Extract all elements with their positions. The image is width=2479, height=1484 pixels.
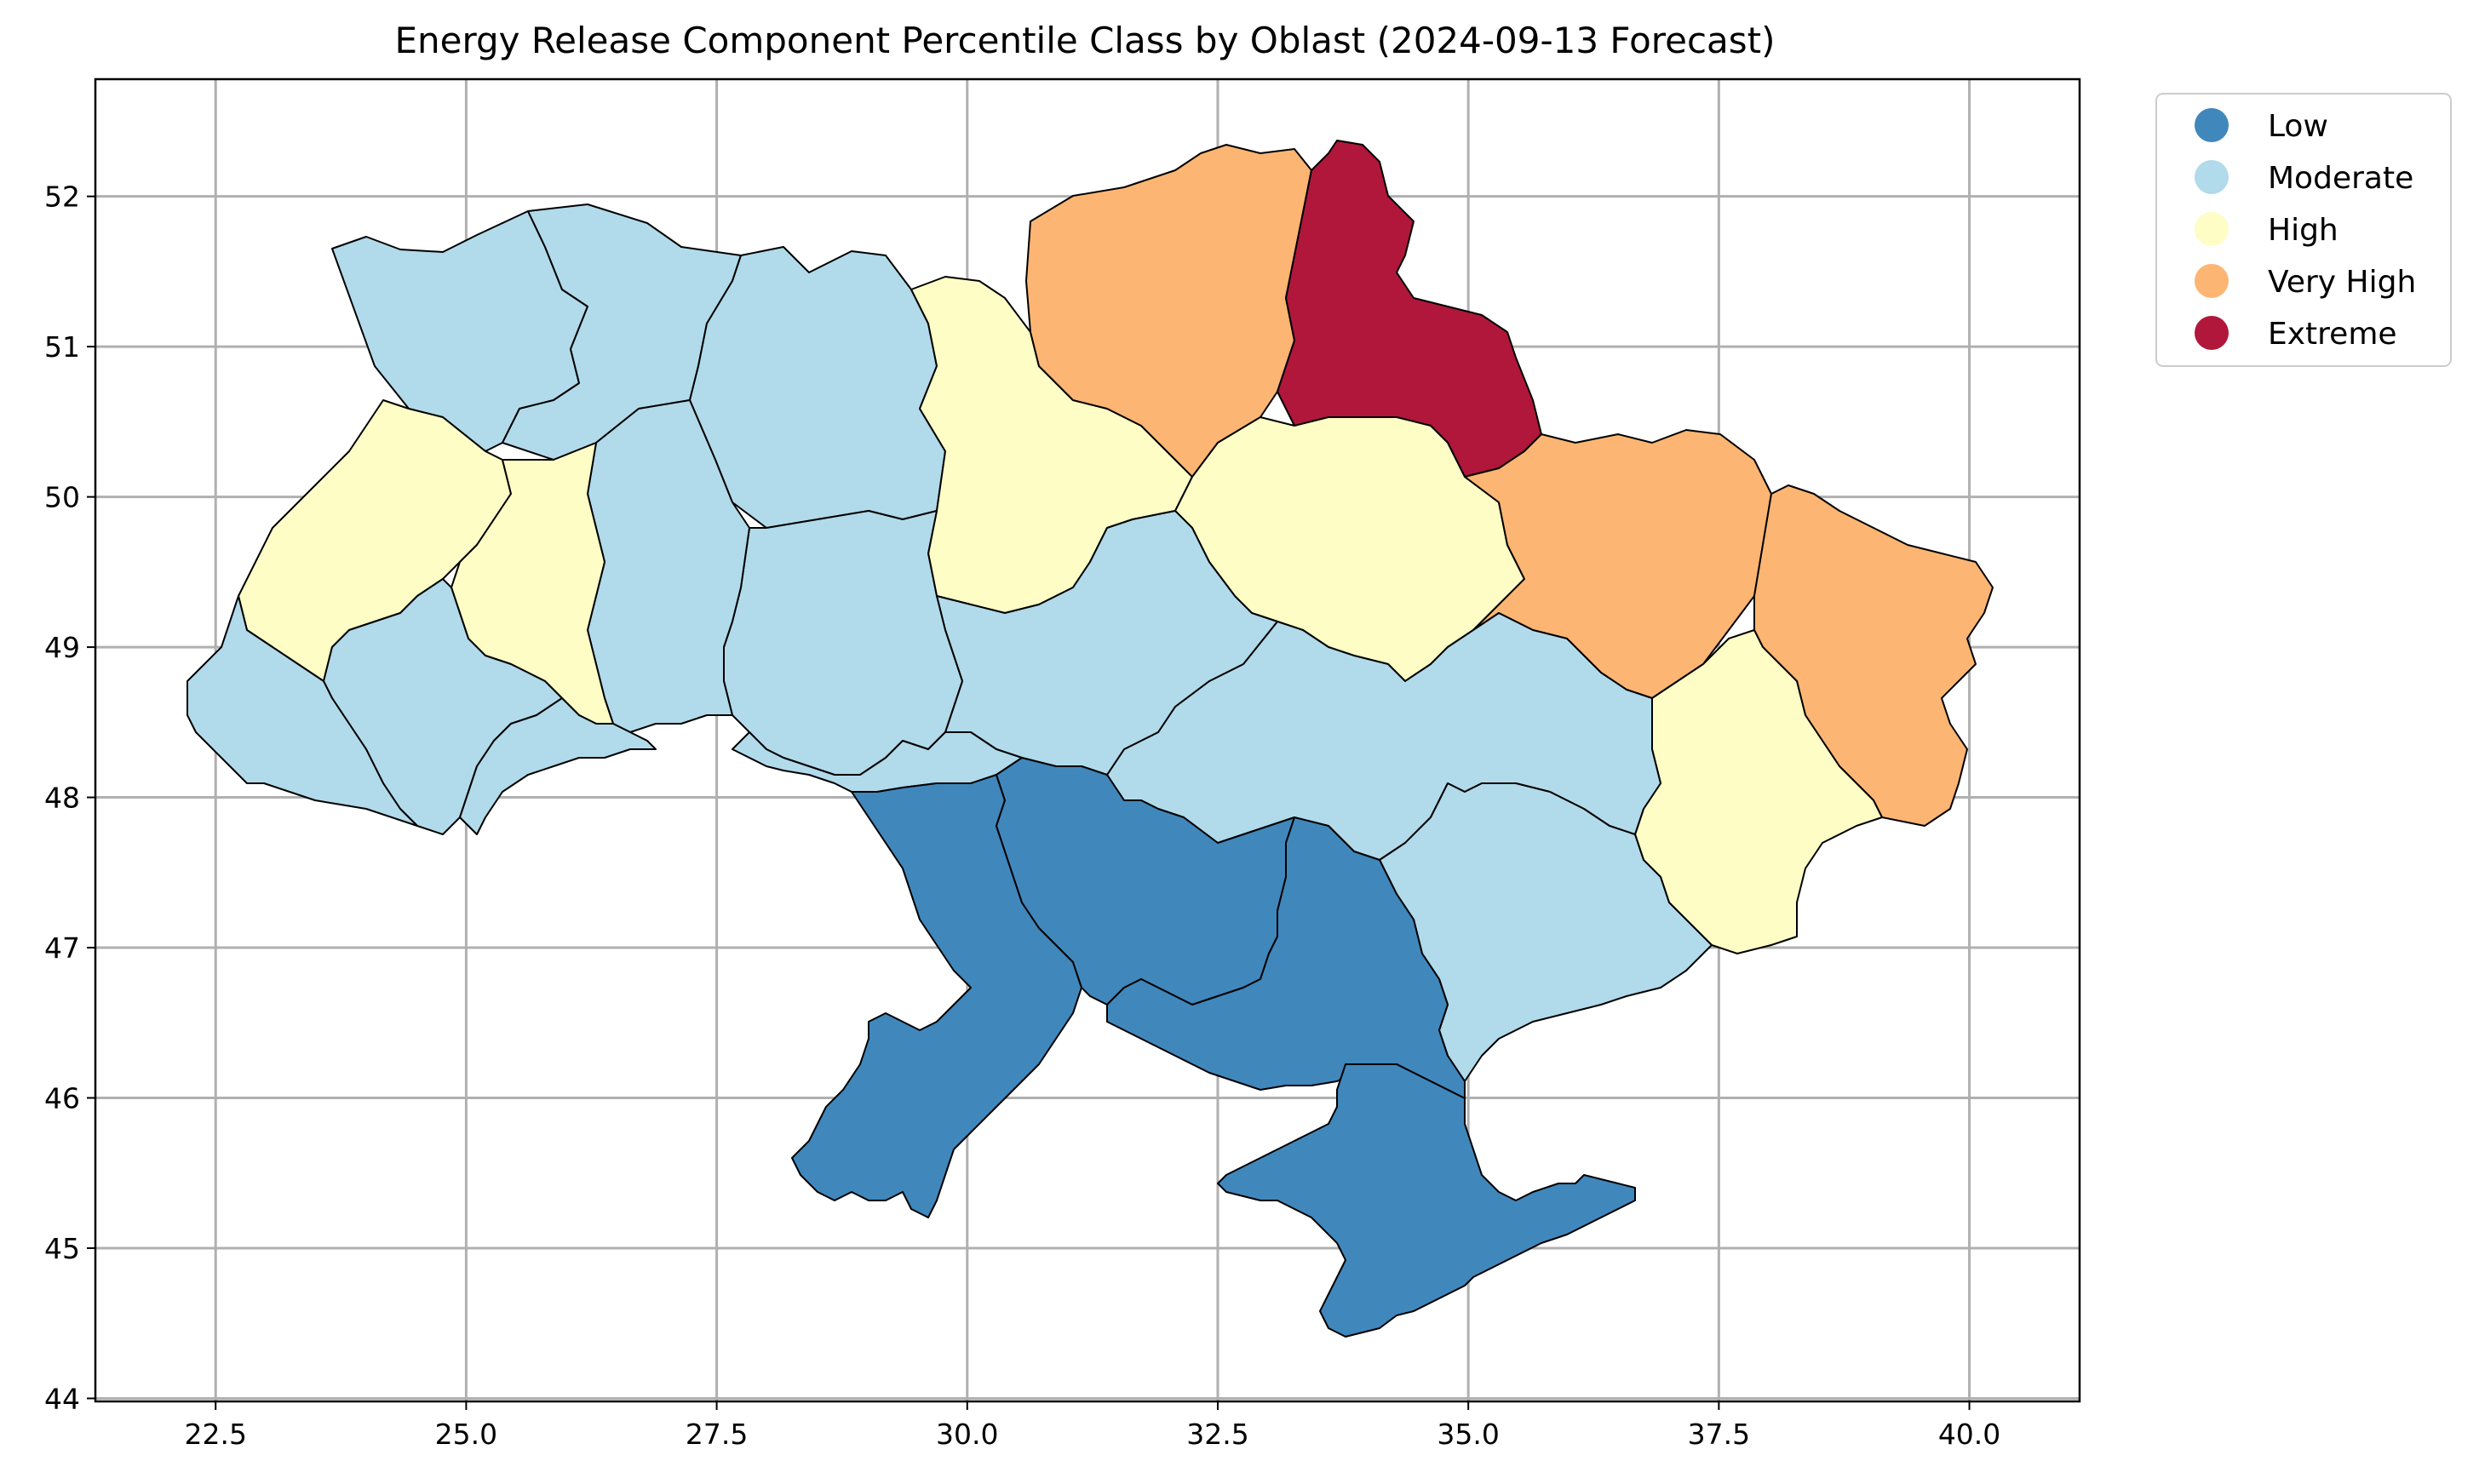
legend-marker	[2195, 212, 2229, 246]
map-regions	[186, 140, 1994, 1338]
legend-label: High	[2268, 213, 2338, 248]
x-tick-label: 25.0	[435, 1418, 497, 1451]
y-tick-label: 48	[44, 782, 80, 815]
y-tick-label: 46	[44, 1082, 80, 1115]
legend-label: Low	[2268, 109, 2328, 144]
legend-label: Extreme	[2268, 317, 2397, 352]
x-tick-label: 30.0	[936, 1418, 998, 1451]
x-tick-label: 22.5	[184, 1418, 246, 1451]
x-tick-label: 35.0	[1437, 1418, 1499, 1451]
legend-marker	[2195, 160, 2229, 194]
region-vinnytsia	[723, 510, 963, 776]
y-tick-label: 47	[44, 931, 80, 965]
legend-marker	[2195, 264, 2229, 298]
y-tick-label: 52	[44, 180, 80, 214]
chart-title: Energy Release Component Percentile Clas…	[394, 20, 1775, 61]
y-tick-label: 45	[44, 1232, 80, 1265]
legend-item: High	[2195, 212, 2338, 248]
legend-label: Very High	[2268, 265, 2416, 300]
region-chernivtsi	[459, 697, 657, 835]
region-kherson	[1106, 816, 1466, 1099]
legend-marker	[2195, 316, 2229, 350]
legend-item: Extreme	[2195, 316, 2397, 352]
x-tick-label: 27.5	[686, 1418, 748, 1451]
region-zhytomyr	[689, 246, 946, 529]
y-tick-label: 49	[44, 631, 80, 664]
y-tick-label: 51	[44, 330, 80, 364]
y-tick-label: 44	[44, 1382, 80, 1415]
axes-frame	[94, 77, 2081, 1403]
x-tick-label: 32.5	[1186, 1418, 1248, 1451]
y-tick-label: 50	[44, 481, 80, 514]
legend-item: Very High	[2195, 264, 2416, 300]
region-crimea	[1217, 1063, 1636, 1338]
legend-item: Moderate	[2195, 160, 2413, 196]
axis-ticks: 22.5 25.0 27.5 30.0 32.5 35.0 37.5 40.0 44 45 46 47…	[44, 180, 2000, 1451]
legend-label: Moderate	[2268, 161, 2413, 196]
legend-marker	[2195, 108, 2229, 142]
legend: Low Moderate High Very High Extreme	[2155, 93, 2452, 367]
x-tick-label: 37.5	[1688, 1418, 1750, 1451]
legend-item: Low	[2195, 108, 2328, 144]
legend-frame	[2155, 93, 2452, 367]
region-zakarpattia	[186, 595, 418, 827]
x-tick-label: 40.0	[1938, 1418, 2000, 1451]
